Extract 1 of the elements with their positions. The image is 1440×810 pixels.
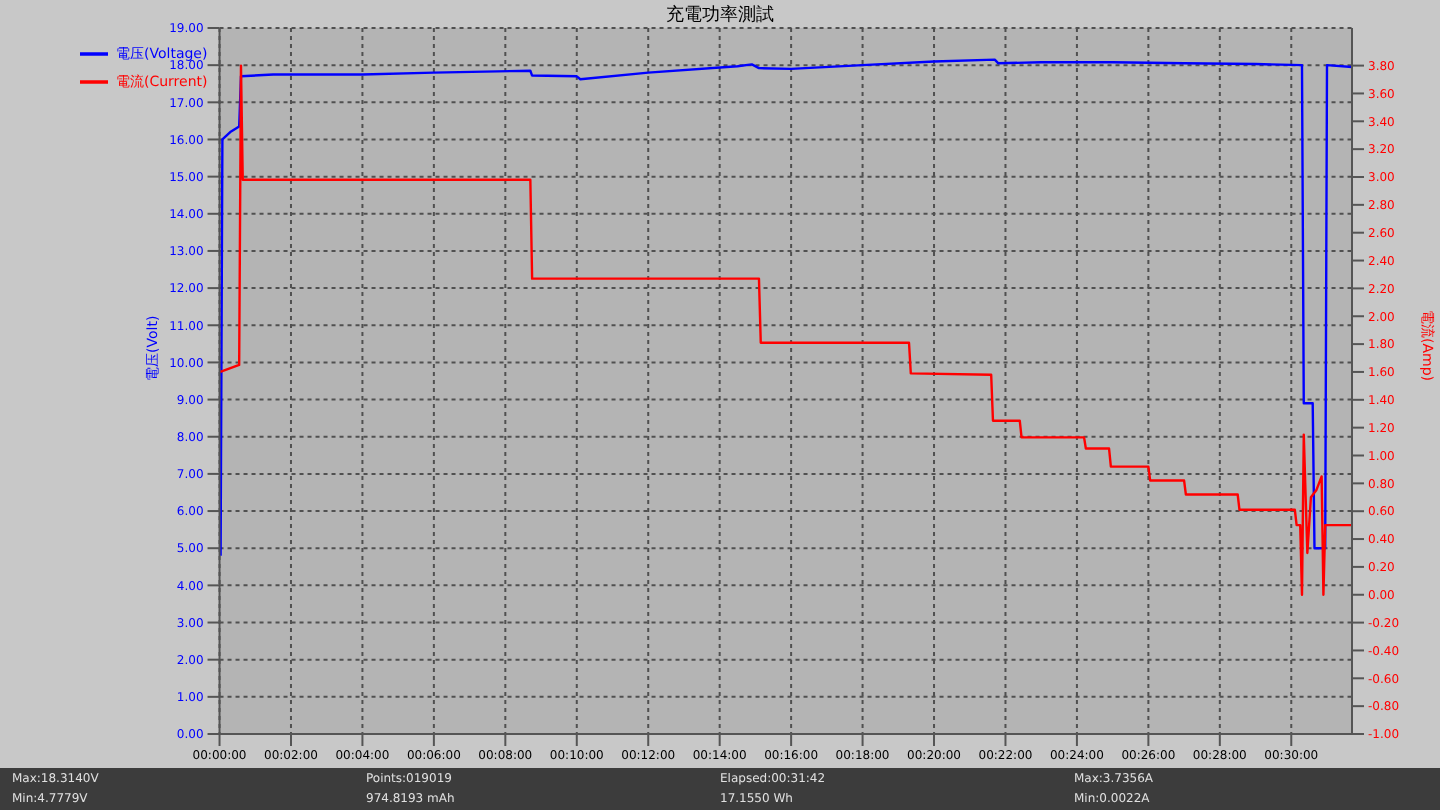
chart-title: 充電功率測試	[666, 6, 774, 26]
